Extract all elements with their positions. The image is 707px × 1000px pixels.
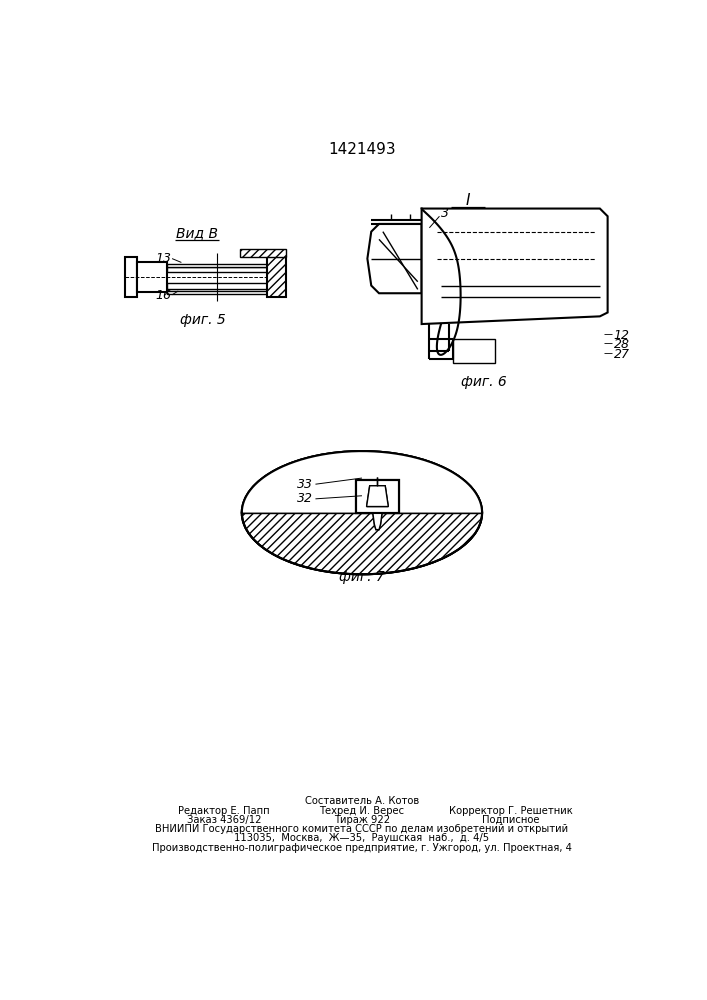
Polygon shape [368,224,421,293]
Polygon shape [367,486,388,507]
Ellipse shape [242,451,482,574]
Bar [356,480,399,513]
Text: 27: 27 [614,348,630,361]
Text: 32: 32 [297,492,313,505]
Text: Производственно-полиграфическое предприятие, г. Ужгород, ул. Проектная, 4: Производственно-полиграфическое предприя… [152,843,572,853]
Polygon shape [242,513,482,574]
Bar [267,257,286,297]
Text: Вид В: Вид В [176,226,218,240]
Polygon shape [373,513,382,530]
Bar [240,249,286,257]
Polygon shape [367,486,388,507]
Bar [125,257,137,297]
Text: фиг. 7: фиг. 7 [339,570,385,584]
Text: фиг. 5: фиг. 5 [180,313,226,327]
Bar [167,291,267,294]
Bar [167,267,267,272]
Text: 113035,  Москва,  Ж—35,  Раушская  наб.,  д. 4/5: 113035, Москва, Ж—35, Раушская наб., д. … [235,833,489,843]
Bar [167,283,267,289]
Text: 12: 12 [614,329,630,342]
Bar [452,339,495,363]
Text: Заказ 4369/12: Заказ 4369/12 [187,815,262,825]
Text: Редактор Е. Папп: Редактор Е. Папп [178,806,270,816]
Polygon shape [373,513,382,530]
Text: Корректор Г. Решетник: Корректор Г. Решетник [449,806,573,816]
Text: Тираж 922: Тираж 922 [334,815,390,825]
Bar [167,264,267,267]
Text: II: II [363,454,372,469]
Text: 28: 28 [614,338,630,351]
Bar [356,480,399,513]
Text: 1421493: 1421493 [328,142,396,157]
Text: 13: 13 [156,252,171,265]
Text: I: I [466,193,470,208]
Bar [137,262,167,292]
Text: 3: 3 [441,207,449,220]
Text: фиг. 6: фиг. 6 [461,375,506,389]
Polygon shape [242,451,482,513]
Text: 16: 16 [156,289,171,302]
Text: 33: 33 [297,478,313,491]
Text: Составитель А. Котов: Составитель А. Котов [305,796,419,806]
Text: Подписное: Подписное [482,815,539,825]
Text: Техред И. Верес: Техред И. Верес [320,806,404,816]
Polygon shape [421,209,607,324]
Text: ВНИИПИ Государственного комитета СССР по делам изобретений и открытий: ВНИИПИ Государственного комитета СССР по… [156,824,568,834]
Bar [356,480,399,513]
Bar [354,473,401,512]
